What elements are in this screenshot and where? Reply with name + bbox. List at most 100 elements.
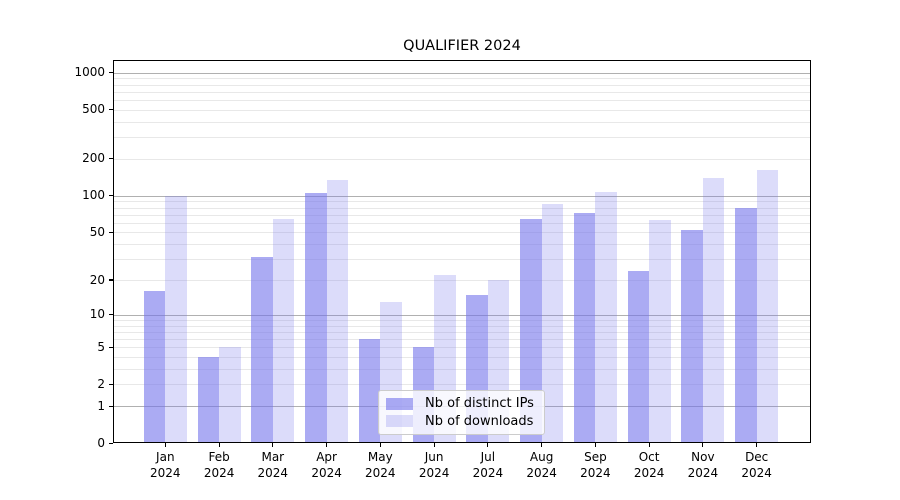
x-tick-mark [487, 443, 489, 448]
x-tick-year: 2024 [203, 465, 235, 480]
y-tick-mark [109, 383, 113, 385]
x-tick-mark [702, 443, 704, 448]
bar-nb-of-distinct-ips-may [358, 338, 381, 444]
y-tick-mark [109, 279, 113, 281]
x-tick-mark [756, 443, 758, 448]
x-tick-label: Sep 2024 [563, 450, 627, 481]
legend: Nb of distinct IPs Nb of downloads [378, 390, 545, 435]
legend-swatch-distinct-ips [386, 397, 413, 410]
x-tick-mark [433, 443, 435, 448]
minor-gridline [113, 280, 811, 281]
x-tick-month: Sep [584, 450, 607, 465]
minor-gridline [113, 158, 811, 160]
x-tick-month: Jan [156, 450, 175, 465]
x-tick-mark [272, 443, 274, 448]
minor-gridline [113, 347, 811, 349]
x-tick-mark [326, 443, 328, 448]
y-tick-mark [109, 405, 113, 407]
y-tick-mark [109, 314, 113, 316]
legend-item-downloads: Nb of downloads [386, 413, 536, 431]
x-tick-label: Oct 2024 [617, 450, 681, 481]
bar-nb-of-downloads-dec [756, 169, 779, 444]
y-tick-mark [109, 231, 113, 233]
x-tick-year: 2024 [580, 465, 611, 480]
minor-gridline [113, 121, 811, 123]
y-tick-label: 50 [89, 224, 105, 239]
x-tick-month: Mar [261, 450, 285, 465]
x-tick-mark [218, 443, 220, 448]
bar-nb-of-distinct-ips-nov [681, 230, 703, 444]
x-tick-month: Apr [316, 450, 337, 465]
bar-nb-of-distinct-ips-mar [251, 257, 273, 444]
bar-nb-of-distinct-ips-aug [520, 218, 542, 444]
minor-gridline [113, 357, 811, 358]
x-tick-year: 2024 [257, 465, 289, 480]
legend-swatch-downloads [386, 415, 413, 428]
major-gridline [113, 72, 811, 74]
bar-nb-of-downloads-nov [702, 177, 725, 444]
x-tick-year: 2024 [311, 465, 342, 480]
x-tick-month: Feb [208, 450, 230, 465]
minor-gridline [113, 84, 811, 86]
legend-item-distinct-ips: Nb of distinct IPs [386, 395, 536, 413]
bar-nb-of-distinct-ips-oct [627, 270, 650, 444]
x-tick-year: 2024 [741, 465, 772, 480]
minor-gridline [113, 207, 811, 209]
minor-gridline [113, 78, 811, 80]
bar-nb-of-distinct-ips-jan [143, 291, 166, 444]
bar-nb-of-distinct-ips-feb [197, 357, 220, 444]
x-tick-month: Dec [745, 450, 769, 465]
minor-gridline [113, 109, 811, 111]
x-tick-label: Dec 2024 [725, 450, 789, 481]
x-tick-label: Jun 2024 [402, 450, 466, 481]
x-tick-label: Feb 2024 [187, 450, 251, 481]
x-tick-month: Nov [691, 450, 715, 465]
major-gridline [113, 195, 811, 197]
bar-nb-of-downloads-oct [649, 220, 671, 444]
x-tick-label: Aug 2024 [510, 450, 574, 481]
minor-gridline [113, 201, 811, 203]
bar-nb-of-downloads-aug [541, 203, 564, 444]
minor-gridline [113, 232, 811, 234]
bar-nb-of-distinct-ips-sep [573, 213, 596, 444]
minor-gridline [113, 259, 811, 261]
y-tick-label: 100 [82, 188, 105, 203]
x-tick-year: 2024 [526, 465, 557, 480]
minor-gridline [113, 244, 811, 246]
x-tick-year: 2024 [365, 465, 396, 480]
y-tick-label: 0 [97, 435, 105, 450]
y-tick-mark [109, 158, 113, 160]
minor-gridline [113, 368, 811, 370]
bar-nb-of-downloads-feb [219, 347, 241, 444]
x-tick-label: Nov 2024 [671, 450, 735, 481]
y-tick-label: 2 [97, 376, 105, 391]
y-tick-label: 1000 [74, 65, 105, 80]
x-tick-mark [541, 443, 543, 448]
minor-gridline [113, 384, 811, 386]
x-tick-month: Jul [480, 450, 496, 465]
x-tick-mark [164, 443, 166, 448]
x-tick-mark [379, 443, 381, 448]
bar-nb-of-downloads-apr [326, 179, 349, 444]
minor-gridline [113, 137, 811, 139]
bar-nb-of-distinct-ips-apr [305, 193, 327, 444]
x-tick-year: 2024 [633, 465, 665, 480]
x-tick-mark [648, 443, 650, 448]
x-tick-label: Mar 2024 [241, 450, 305, 481]
bar-nb-of-downloads-jan [165, 195, 187, 444]
y-tick-label: 20 [89, 272, 105, 287]
y-tick-label: 5 [97, 339, 105, 354]
minor-gridline [113, 325, 811, 327]
y-tick-label: 500 [82, 102, 105, 117]
minor-gridline [113, 331, 811, 333]
x-tick-month: Jun [424, 450, 444, 465]
y-tick-label: 10 [89, 307, 105, 322]
x-tick-year: 2024 [418, 465, 450, 480]
x-tick-year: 2024 [150, 465, 181, 480]
x-tick-year: 2024 [687, 465, 719, 480]
y-tick-mark [109, 195, 113, 197]
x-tick-mark [594, 443, 596, 448]
bar-nb-of-downloads-sep [595, 191, 617, 444]
chart-title: QUALIFIER 2024 [403, 38, 521, 54]
